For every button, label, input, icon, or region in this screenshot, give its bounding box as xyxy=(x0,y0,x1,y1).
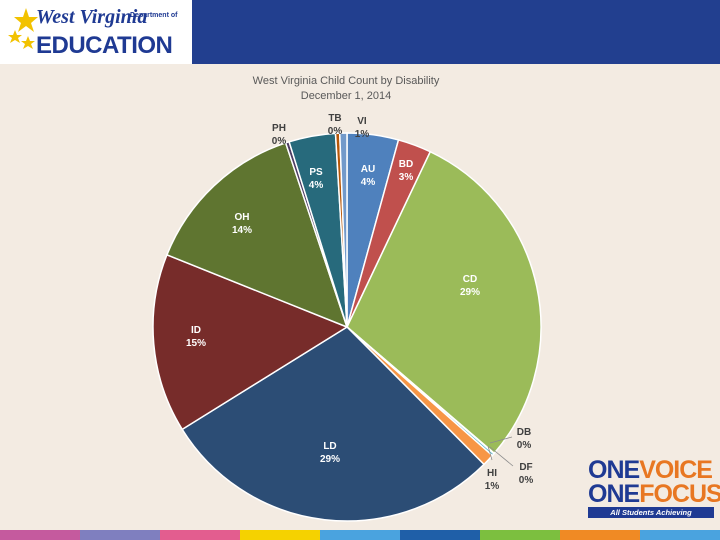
footer-stripe-segment xyxy=(240,530,320,540)
data-label-ps: PS 4% xyxy=(309,167,324,191)
leader-line-hi xyxy=(487,445,493,461)
logo-script-text: West Virginia xyxy=(36,6,148,28)
logo-education-text: EDUCATION xyxy=(36,32,173,59)
footer-color-stripe xyxy=(0,530,720,540)
footer-stripe-segment xyxy=(560,530,640,540)
footer-stripe-segment xyxy=(80,530,160,540)
footer-stripe-segment xyxy=(0,530,80,540)
tagline-line-focus: ONEFOCUS xyxy=(588,480,720,508)
wv-education-logo[interactable]: West Virginia Department of EDUCATION xyxy=(0,0,192,64)
data-label-id: ID 15% xyxy=(186,325,206,349)
pie-slice-oh xyxy=(165,142,349,329)
pie-slice-id xyxy=(152,253,349,431)
stars-icon xyxy=(8,8,38,49)
tagline-subtitle: All Students Achieving xyxy=(588,507,714,518)
chart-title-block: West Virginia Child Count by Disability … xyxy=(196,74,496,104)
data-label-db: DB 0% xyxy=(517,427,532,451)
leader-line-db xyxy=(489,436,513,444)
data-label-oh: OH 14% xyxy=(232,212,252,236)
logo-department-text: Department of xyxy=(130,12,178,19)
pie-slice-ld xyxy=(181,326,486,522)
data-label-hi: HI 1% xyxy=(485,468,500,492)
data-label-df: DF 0% xyxy=(519,462,534,486)
data-label-cd: CD 29% xyxy=(460,274,480,298)
pie-slice-cd xyxy=(346,150,542,455)
pie-slice-vi xyxy=(338,132,348,328)
data-label-bd: BD 3% xyxy=(399,159,414,183)
data-label-vi: VI 1% xyxy=(355,116,370,140)
chart-title: West Virginia Child Count by Disability xyxy=(252,75,440,87)
footer-stripe-segment xyxy=(480,530,560,540)
data-label-ld: LD 29% xyxy=(320,441,340,465)
data-label-ph: PH 0% xyxy=(272,123,287,147)
leader-line-df xyxy=(489,446,514,467)
data-label-tb: TB 0% xyxy=(328,113,343,137)
tagline-voice: VOICE xyxy=(639,456,713,484)
tagline-line-voice: ONEVOICE xyxy=(588,456,714,484)
tagline-focus: FOCUS xyxy=(639,480,720,508)
tagline-one-1: ONE xyxy=(588,456,640,484)
tagline-one-2: ONE xyxy=(588,480,640,508)
footer-stripe-segment xyxy=(640,530,720,540)
pie-chart: AU 4% BD 3% CD 29% DB 0% DF 0% HI 1% LD 29% ID 15% OH 14%… xyxy=(152,113,542,522)
one-voice-one-focus-logo: ONEVOICE ONEFOCUS All Students Achieving xyxy=(588,456,720,518)
chart-subtitle: December 1, 2014 xyxy=(300,90,392,102)
footer-stripe-segment xyxy=(400,530,480,540)
data-label-au: AU 4% xyxy=(361,164,376,188)
footer-stripe-segment xyxy=(320,530,400,540)
footer-stripe-segment xyxy=(160,530,240,540)
